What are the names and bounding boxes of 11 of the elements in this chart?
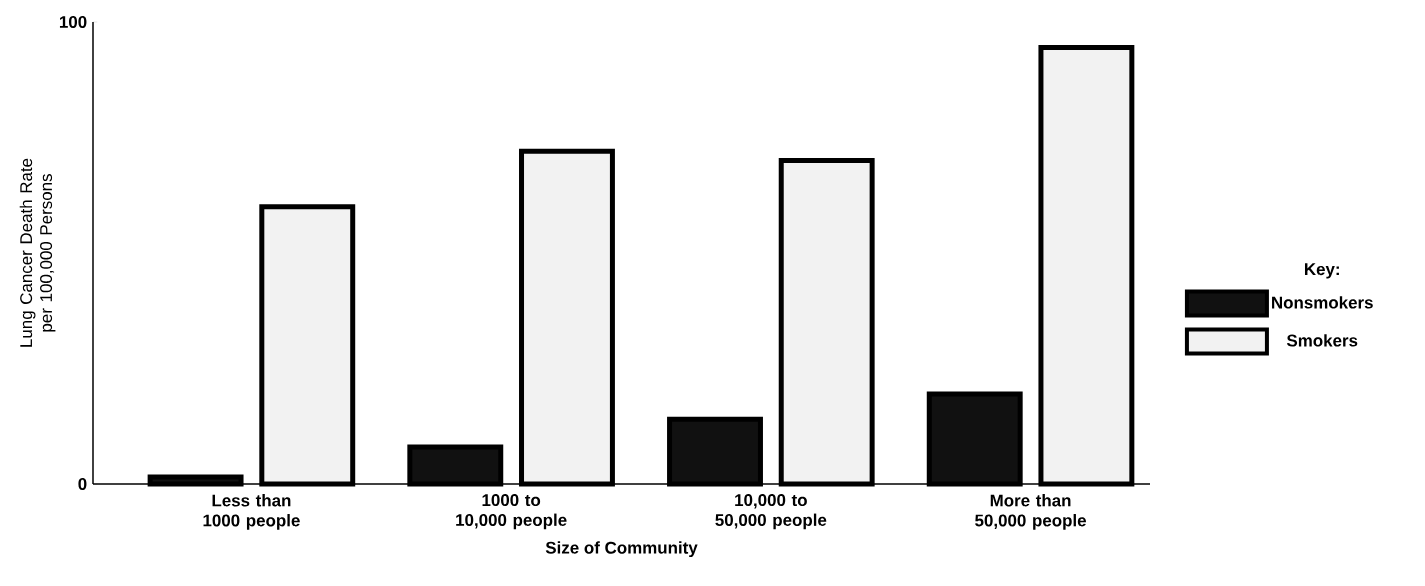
x-tick-label: 1000 to 10,000 people [456, 494, 567, 530]
x-tick-label: 10,000 to 50,000 people [715, 494, 827, 530]
x-axis-title: Size of Community [545, 541, 698, 558]
legend-label: Smokers [1286, 334, 1358, 347]
legend-label: Nonsmokers [1272, 296, 1373, 309]
x-tick-label: More than 50,000 people [975, 494, 1086, 530]
legend-title: Key: [1305, 263, 1339, 279]
y-axis-title: Lung Cancer Death Rate per 100,000 Persons [19, 158, 56, 347]
y-tick-label: 0 [78, 478, 87, 490]
x-tick-label: Less than 1000 people [203, 494, 300, 530]
y-tick-label: 100 [59, 16, 87, 28]
